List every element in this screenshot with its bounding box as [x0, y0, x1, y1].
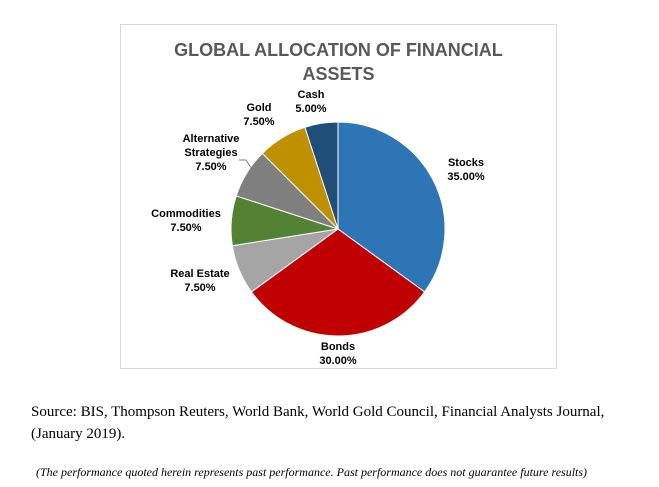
- slice-label-alternative-strategies: Alternative Strategies 7.50%: [183, 133, 240, 173]
- leader-line-alternative-strategies: [239, 159, 253, 170]
- pie-slice-bonds: [250, 228, 426, 337]
- chart-title-line-2: ASSETS: [302, 64, 375, 84]
- source-note: Source: BIS, Thompson Reuters, World Ban…: [31, 404, 605, 442]
- pie-slice-stocks: [337, 121, 446, 293]
- slice-label-gold: Gold 7.50%: [243, 102, 274, 128]
- slice-label-cash: Cash 5.00%: [295, 89, 326, 115]
- slice-label-bonds: Bonds 30.00%: [319, 341, 357, 367]
- chart-title: GLOBAL ALLOCATION OF FINANCIAL ASSETS: [120, 38, 557, 86]
- slice-label-stocks: Stocks 35.00%: [447, 157, 485, 183]
- slice-label-commodities: Commodities 7.50%: [151, 208, 221, 234]
- pie-slice-cash: [304, 121, 339, 230]
- disclaimer-note: (The performance quoted herein represent…: [36, 465, 588, 479]
- chart-title-line-1: GLOBAL ALLOCATION OF FINANCIAL: [174, 40, 503, 60]
- slice-label-real-estate: Real Estate 7.50%: [170, 268, 229, 294]
